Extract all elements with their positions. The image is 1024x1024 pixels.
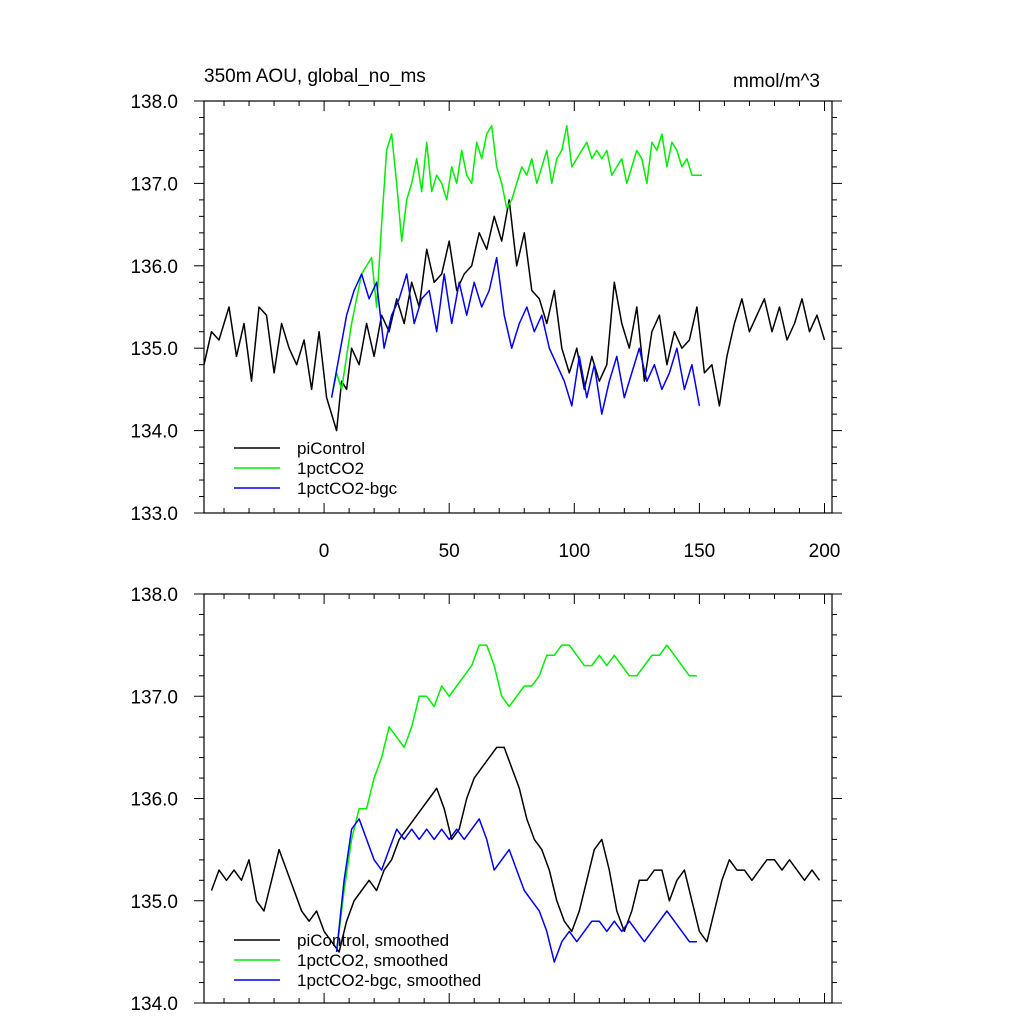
bottom-panel: 134.0 135.0 136.0 137.0 138.0 piControl, smoo…: [130, 585, 842, 1015]
units-label: mmol/m^3: [733, 71, 820, 92]
series-line-1pctCO2-bgc: [330, 256, 701, 415]
legend-label: 1pctCO2, smoothed: [297, 951, 448, 970]
plot-frame: [203, 100, 833, 514]
series-line-1pctCO2: [335, 644, 697, 952]
x-tick-label: 100: [558, 541, 590, 562]
y-tick-label: 135.0: [130, 339, 178, 360]
series-line-piControl: [203, 199, 826, 432]
y-tick-label: 136.0: [130, 790, 178, 811]
y-tick-label: 138.0: [130, 92, 178, 113]
y-tick-label: 137.0: [130, 174, 178, 195]
x-tick-label: 50: [439, 541, 460, 562]
y-tick-label: 134.0: [130, 422, 178, 443]
legend-label: piControl, smoothed: [297, 931, 449, 950]
top-panel: 350m AOU, global_no_ms mmol/m^3 133.0 134…: [130, 66, 842, 562]
series-line-piControl: [210, 746, 821, 953]
y-tick-label: 136.0: [130, 257, 178, 278]
x-tick-label: 200: [809, 541, 841, 562]
legend-label: 1pctCO2: [297, 459, 364, 478]
y-tick-label: 137.0: [130, 687, 178, 708]
legend-label: 1pctCO2-bgc, smoothed: [297, 971, 481, 990]
y-tick-label: 134.0: [130, 994, 178, 1015]
x-tick-label: 150: [684, 541, 716, 562]
y-tick-label: 133.0: [130, 504, 178, 525]
series-line-1pctCO2-bgc: [335, 818, 697, 963]
chart-title: 350m AOU, global_no_ms: [204, 66, 426, 87]
legend-label: piControl: [297, 439, 365, 458]
x-tick-label: 0: [319, 541, 330, 562]
legend-label: 1pctCO2-bgc: [297, 479, 398, 498]
series-line-1pctCO2: [330, 124, 702, 398]
y-tick-label: 138.0: [130, 585, 178, 606]
y-tick-label: 135.0: [130, 892, 178, 913]
